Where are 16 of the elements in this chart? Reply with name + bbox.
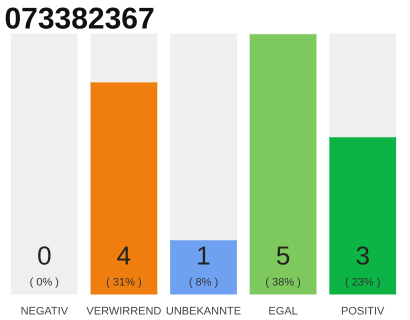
x-tick-label: NEGATIV — [20, 306, 69, 318]
x-tick-label: UNBEKANNTE — [166, 306, 242, 318]
chart-title: 073382367 — [4, 2, 155, 36]
annotation: 5 — [276, 240, 290, 270]
data-label: ( 23% ) — [344, 276, 380, 288]
data-label: ( 0% ) — [30, 276, 59, 288]
data-label: ( 8% ) — [188, 276, 218, 288]
x-tick-label: EGAL — [268, 306, 298, 318]
annotation: 4 — [116, 240, 132, 270]
annotation: 0 — [37, 240, 52, 270]
x-tick-label: POSITIV — [341, 306, 386, 318]
x-tick-label: VERWIRREND — [86, 306, 162, 318]
data-label: ( 31% ) — [106, 276, 142, 288]
annotation: 1 — [196, 240, 211, 270]
data-label: ( 38% ) — [265, 276, 301, 288]
annotation: 3 — [355, 240, 370, 270]
